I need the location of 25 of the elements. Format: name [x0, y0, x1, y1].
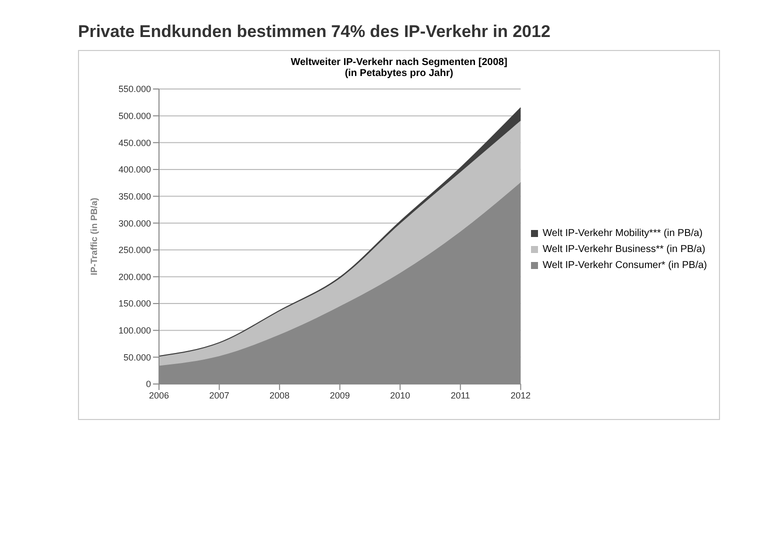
x-tick-label: 2012 — [510, 390, 531, 400]
y-tick-label: 0 — [146, 379, 151, 390]
legend-label: Welt IP-Verkehr Consumer* (in PB/a) — [542, 260, 707, 270]
legend-label: Welt IP-Verkehr Mobility*** (in PB/a) — [542, 228, 703, 238]
x-tick-label: 2006 — [148, 390, 170, 400]
y-tick-label: 200.000 — [118, 272, 151, 282]
x-tick-label: 2008 — [270, 390, 290, 400]
chart-title: Private Endkunden bestimmen 74% des IP-Verkehr in 2012 — [78, 22, 552, 42]
legend-label: Welt IP-Verkehr Business** (in PB/a) — [542, 244, 706, 254]
x-tick-label: 2011 — [450, 390, 470, 400]
y-tick-label: 400.000 — [118, 164, 151, 175]
y-tick-label: 550.000 — [118, 84, 151, 94]
chart-subtitle: Weltweiter IP-Verkehr nach Segmenten [2008] (in Petabytes pro Jahr) — [290, 57, 508, 79]
x-tick-label: 2009 — [330, 390, 350, 400]
y-tick-label: 150.000 — [118, 298, 151, 309]
y-tick-label: 300.000 — [118, 218, 151, 228]
y-tick-label: 100.000 — [118, 326, 151, 336]
x-tick-label: 2010 — [390, 390, 410, 400]
y-axis-title: IP-Traffic (in PB/a) — [89, 198, 100, 276]
y-tick-label: 500.000 — [118, 111, 151, 122]
y-tick-label: 50.000 — [123, 352, 151, 362]
x-tick-label: 2007 — [209, 390, 230, 400]
y-tick-label: 250.000 — [118, 245, 151, 256]
y-tick-label: 450.000 — [118, 138, 151, 148]
y-tick-label: 350.000 — [118, 191, 151, 202]
